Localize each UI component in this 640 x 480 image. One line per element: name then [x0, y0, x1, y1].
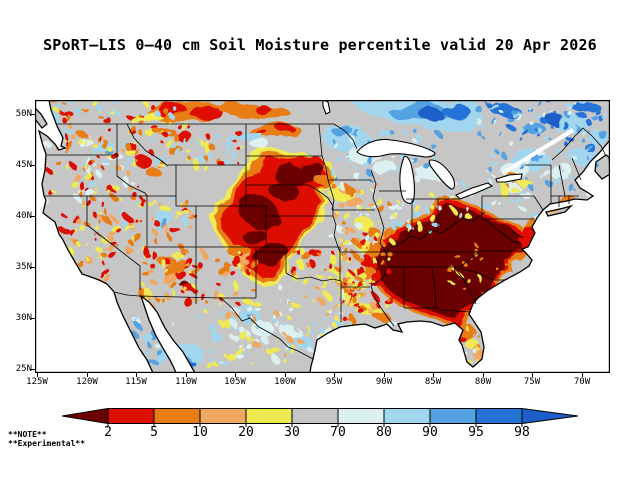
- colorbar-label: 30: [284, 425, 300, 440]
- coastline: [34, 99, 611, 374]
- lon-label: 105W: [224, 377, 246, 387]
- lon-label: 90W: [375, 377, 393, 387]
- colorbar-left-arrow: [61, 407, 109, 425]
- lat-label: 35N: [15, 262, 32, 272]
- lat-tick: [30, 318, 35, 319]
- map-title: SPoRT–LIS 0–40 cm Soil Moisture percenti…: [43, 36, 597, 54]
- lon-tick: [87, 373, 88, 377]
- lake-shape: [399, 155, 416, 204]
- lon-label: 80W: [474, 377, 492, 387]
- colorbar: [61, 407, 579, 429]
- st-lawrence-river: [501, 128, 575, 175]
- colorbar-segment: [429, 408, 477, 424]
- lon-label: 115W: [125, 377, 147, 387]
- note-line: **NOTE**: [8, 430, 47, 439]
- lat-label: 25N: [15, 364, 32, 374]
- lon-tick: [285, 373, 286, 377]
- colorbar-segment: [383, 408, 431, 424]
- lat-tick: [30, 369, 35, 370]
- experimental-line: **Experimental**: [8, 439, 86, 448]
- lon-tick: [136, 373, 137, 377]
- lon-label: 110W: [175, 377, 197, 387]
- lon-label: 100W: [274, 377, 296, 387]
- lat-label: 40N: [15, 211, 32, 221]
- map-canvas: [34, 99, 611, 374]
- lat-label: 45N: [15, 160, 32, 170]
- lon-label: 95W: [325, 377, 343, 387]
- lat-tick: [30, 165, 35, 166]
- lon-label: 75W: [523, 377, 541, 387]
- colorbar-segment: [199, 408, 247, 424]
- colorbar-label: 70: [330, 425, 346, 440]
- colorbar-label: 95: [468, 425, 484, 440]
- lake-shape: [322, 99, 331, 115]
- note-block: **NOTE** **Experimental**: [8, 430, 85, 448]
- state-borders: [45, 123, 607, 360]
- lake-shape: [495, 173, 523, 183]
- lon-label: 125W: [26, 377, 48, 387]
- colorbar-label: 20: [238, 425, 254, 440]
- lake-shape: [455, 182, 494, 200]
- lon-label: 70W: [573, 377, 591, 387]
- lake-shape: [356, 138, 436, 158]
- lat-tick: [30, 216, 35, 217]
- colorbar-label: 98: [514, 425, 530, 440]
- lon-tick: [532, 373, 533, 377]
- colorbar-right-arrow: [521, 407, 579, 425]
- colorbar-segment: [245, 408, 293, 424]
- lon-label: 85W: [424, 377, 442, 387]
- lat-tick: [30, 114, 35, 115]
- colorbar-scale: [61, 407, 579, 427]
- lon-tick: [235, 373, 236, 377]
- lat-tick: [30, 267, 35, 268]
- colorbar-label: 5: [150, 425, 158, 440]
- colorbar-segment: [337, 408, 385, 424]
- colorbar-segment: [153, 408, 201, 424]
- lon-tick: [582, 373, 583, 377]
- lon-tick: [433, 373, 434, 377]
- lat-label: 30N: [15, 313, 32, 323]
- lon-tick: [483, 373, 484, 377]
- lake-shape: [428, 159, 456, 190]
- soil-moisture-map: [34, 99, 611, 374]
- lon-tick: [37, 373, 38, 377]
- map-frame: [35, 100, 610, 373]
- lon-tick: [334, 373, 335, 377]
- colorbar-segment: [291, 408, 339, 424]
- lon-tick: [384, 373, 385, 377]
- colorbar-label: 80: [376, 425, 392, 440]
- lon-label: 120W: [76, 377, 98, 387]
- lat-label: 50N: [15, 109, 32, 119]
- colorbar-segment: [107, 408, 155, 424]
- colorbar-label: 90: [422, 425, 438, 440]
- lon-tick: [186, 373, 187, 377]
- colorbar-segment: [475, 408, 523, 424]
- colorbar-label: 10: [192, 425, 208, 440]
- colorbar-label: 2: [104, 425, 112, 440]
